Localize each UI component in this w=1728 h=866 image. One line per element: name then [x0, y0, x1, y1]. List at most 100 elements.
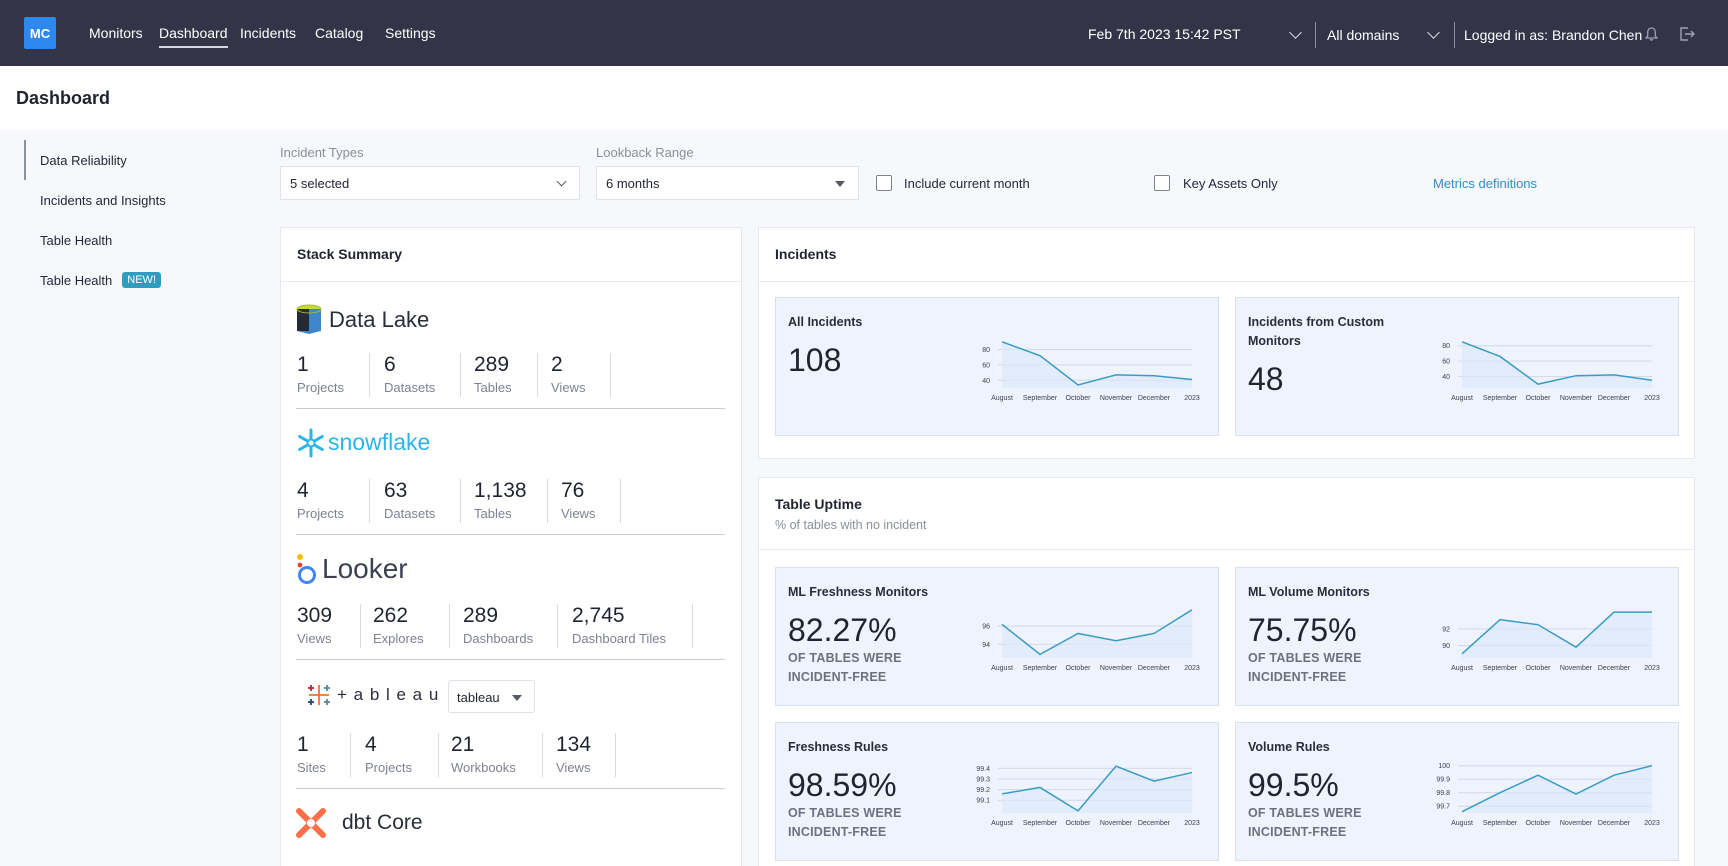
stat-value: 63 [384, 479, 408, 502]
series-line [1461, 611, 1652, 655]
tile-title: Freshness Rules [788, 740, 889, 754]
ml-freshness-tile[interactable]: ML Freshness Monitors 82.27% OF TABLES W… [775, 567, 1219, 706]
stat-label: Sites [297, 760, 326, 775]
logout-icon[interactable] [1679, 26, 1695, 42]
all-incidents-tile[interactable]: All Incidents 108 80 60 40 August September O… [775, 297, 1219, 436]
stack-summary-card: Stack Summary [280, 227, 742, 866]
volume-rules-chart: 100 99.9 99.8 99.7 August September October Nov… [1436, 763, 1660, 827]
stat-value: 76 [561, 479, 585, 502]
custom-incidents-tile[interactable]: Incidents from Custom Monitors 48 80 60 40 A… [1235, 297, 1679, 436]
stat-value: 134 [556, 733, 592, 756]
sidebar: Data Reliability Incidents and Insights … [24, 140, 244, 300]
stat-value: 4 [297, 479, 309, 502]
tableau-name: + a b l e a u [337, 685, 440, 704]
key-assets-only-checkbox[interactable] [1154, 175, 1170, 191]
y-tick-label: 99.2 [976, 787, 990, 794]
sidebar-item-incidents-insights[interactable]: Incidents and Insights [24, 180, 244, 220]
tableau-site-value: tableau [457, 690, 500, 705]
tile-value: 75.75% [1248, 612, 1357, 648]
x-tick-label: 2023 [1644, 820, 1660, 827]
stat-label: Views [551, 380, 586, 395]
date-selector[interactable]: Feb 7th 2023 15:42 PST [1088, 26, 1241, 42]
nav-settings[interactable]: Settings [385, 25, 436, 41]
chevron-down-icon[interactable] [1427, 26, 1440, 39]
stat-label: Dashboards [463, 631, 534, 646]
page-title: Dashboard [16, 88, 111, 108]
sidebar-item-label: Table Health [40, 232, 113, 248]
y-tick-label: 94 [982, 642, 990, 649]
tile-note-line: OF TABLES WERE [1248, 651, 1362, 665]
tableau-site-select[interactable]: tableau [448, 680, 535, 713]
lookback-range-select[interactable]: 6 months [596, 166, 859, 200]
stat-label: Projects [297, 380, 344, 395]
nav-catalog[interactable]: Catalog [315, 25, 364, 41]
stat-value: 1 [297, 733, 309, 756]
x-tick-label: November [1100, 820, 1133, 827]
card-title: Incidents [775, 246, 837, 262]
series-line [1001, 341, 1193, 386]
stat-value: 2,745 [572, 604, 625, 627]
stat-value: 2 [551, 353, 563, 376]
card-title: Stack Summary [297, 246, 403, 262]
x-tick-label: September [1483, 395, 1518, 402]
y-tick-label: 99.3 [976, 776, 990, 783]
logged-in-user: Logged in as: Brandon Chen [1464, 27, 1643, 43]
x-tick-label: December [1138, 665, 1171, 672]
volume-rules-tile[interactable]: Volume Rules 99.5% OF TABLES WERE INCIDEN… [1235, 722, 1679, 861]
x-tick-label: November [1560, 665, 1593, 672]
custom-incidents-chart: 80 60 40 August September October November Dece… [1442, 341, 1660, 402]
sidebar-item-data-reliability[interactable]: Data Reliability [24, 140, 244, 180]
x-tick-label: 2023 [1644, 665, 1660, 672]
tile-title: Incidents from Custom Monitors [1248, 313, 1384, 351]
incident-types-label: Incident Types [280, 145, 364, 160]
divider [296, 788, 725, 789]
tile-note: OF TABLES WERE INCIDENT-FREE [788, 649, 902, 687]
include-current-month-checkbox[interactable] [876, 175, 892, 191]
stat-value: 289 [463, 604, 499, 627]
x-tick-label: 2023 [1184, 665, 1200, 672]
nav-monitors[interactable]: Monitors [89, 25, 143, 41]
key-assets-only-label[interactable]: Key Assets Only [1183, 176, 1278, 191]
stat-value: 1,138 [474, 479, 527, 502]
stat-value: 21 [451, 733, 475, 756]
x-tick-label: September [1023, 665, 1058, 672]
x-tick-label: December [1598, 820, 1631, 827]
stat-label: Views [556, 760, 591, 775]
mc-logo[interactable]: MC [24, 17, 56, 49]
bell-icon[interactable] [1645, 27, 1658, 41]
ml-volume-chart: 92 90 August September October November Decemb… [1442, 611, 1660, 672]
sidebar-item-table-health[interactable]: Table Health [24, 220, 244, 260]
stat-label: Tables [474, 506, 512, 521]
tile-note-line: INCIDENT-FREE [788, 670, 887, 684]
nav-incidents[interactable]: Incidents [240, 25, 297, 41]
stat-views: 76 Views [561, 479, 621, 523]
sidebar-item-label: Data Reliability [40, 152, 127, 168]
divider [1315, 22, 1316, 48]
stat-sites: 1 Sites [297, 733, 351, 777]
tile-note-line: INCIDENT-FREE [1248, 670, 1347, 684]
stat-views: 2 Views [551, 353, 611, 397]
sidebar-item-table-health-new[interactable]: Table Health NEW! [24, 260, 244, 300]
x-tick-label: October [1066, 820, 1092, 827]
x-tick-label: August [1451, 820, 1473, 827]
y-tick-label: 60 [982, 362, 990, 369]
ml-volume-tile[interactable]: ML Volume Monitors 75.75% OF TABLES WERE… [1235, 567, 1679, 706]
freshness-rules-tile[interactable]: Freshness Rules 98.59% OF TABLES WERE INC… [775, 722, 1219, 861]
dbt-name: dbt Core [342, 811, 423, 834]
series-area [1002, 341, 1192, 388]
domain-selector[interactable]: All domains [1327, 27, 1400, 43]
y-tick-label: 99.4 [976, 766, 990, 773]
data-lake-name: Data Lake [329, 307, 430, 332]
page-header: Dashboard [0, 66, 1728, 130]
incident-types-select[interactable]: 5 selected [280, 166, 580, 200]
metrics-definitions-link[interactable]: Metrics definitions [1433, 176, 1538, 191]
stat-label: Workbooks [451, 760, 516, 775]
stat-views: 309 Views [297, 604, 361, 648]
stat-value: 289 [474, 353, 510, 376]
nav-dashboard[interactable]: Dashboard [159, 25, 228, 48]
chevron-down-icon[interactable] [1289, 26, 1302, 39]
include-current-month-label[interactable]: Include current month [904, 176, 1030, 191]
tile-note-line: OF TABLES WERE [1248, 806, 1362, 820]
divider [759, 281, 1694, 282]
stat-datasets: 6 Datasets [384, 353, 461, 397]
